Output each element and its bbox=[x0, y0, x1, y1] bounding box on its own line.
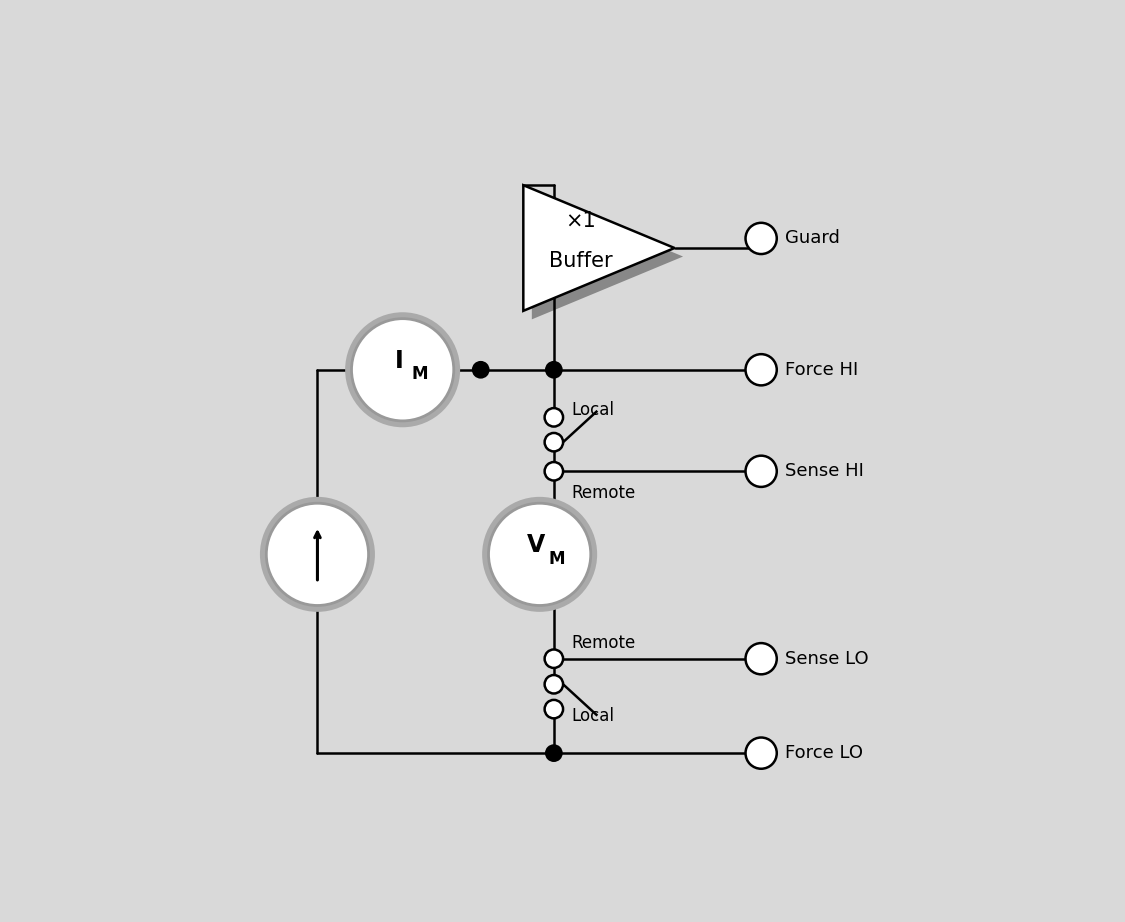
Circle shape bbox=[544, 649, 564, 668]
Text: Local: Local bbox=[572, 707, 614, 726]
Circle shape bbox=[544, 433, 564, 452]
Text: Sense LO: Sense LO bbox=[784, 650, 869, 668]
Text: Guard: Guard bbox=[784, 230, 839, 247]
Circle shape bbox=[544, 408, 564, 427]
Text: Force HI: Force HI bbox=[784, 361, 858, 379]
Circle shape bbox=[546, 745, 561, 761]
Circle shape bbox=[746, 223, 776, 254]
Text: Buffer: Buffer bbox=[549, 251, 613, 271]
Circle shape bbox=[472, 362, 488, 378]
Circle shape bbox=[746, 455, 776, 487]
Circle shape bbox=[345, 313, 460, 427]
Text: Sense HI: Sense HI bbox=[784, 462, 864, 480]
Text: M: M bbox=[412, 365, 428, 383]
Circle shape bbox=[544, 700, 564, 718]
Circle shape bbox=[351, 319, 453, 420]
Text: Remote: Remote bbox=[572, 483, 636, 502]
Text: ×1: ×1 bbox=[566, 211, 596, 231]
Circle shape bbox=[488, 503, 591, 606]
Circle shape bbox=[260, 497, 375, 612]
Text: M: M bbox=[548, 550, 565, 568]
Text: V: V bbox=[526, 533, 546, 557]
Polygon shape bbox=[532, 194, 683, 319]
Text: Remote: Remote bbox=[572, 634, 636, 652]
Circle shape bbox=[544, 675, 564, 693]
Circle shape bbox=[746, 354, 776, 385]
Text: Local: Local bbox=[572, 401, 614, 420]
Polygon shape bbox=[523, 185, 675, 311]
Text: I: I bbox=[395, 349, 404, 372]
Circle shape bbox=[267, 503, 369, 606]
Text: Force LO: Force LO bbox=[784, 744, 863, 762]
Circle shape bbox=[746, 644, 776, 674]
Circle shape bbox=[483, 497, 597, 612]
Circle shape bbox=[544, 462, 564, 480]
Circle shape bbox=[546, 362, 561, 378]
Circle shape bbox=[746, 738, 776, 769]
